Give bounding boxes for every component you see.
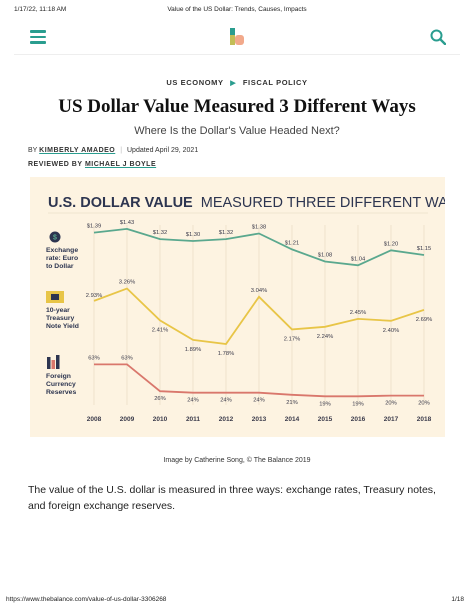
reviewer-link[interactable]: MICHAEL J BOYLE [84, 161, 157, 168]
data-label: $1.30 [186, 232, 201, 238]
series-line [93, 287, 425, 345]
reviewed-prefix: REVIEWED BY [28, 161, 83, 168]
reviewed-by: REVIEWED BY MICHAEL J BOYLE [28, 161, 156, 168]
chart-title-rest: MEASURED THREE DIFFERENT WAYS [201, 195, 445, 211]
search-icon[interactable] [430, 29, 447, 46]
the-balance-logo-icon[interactable] [229, 28, 245, 46]
x-tick-label: 2008 [87, 416, 102, 423]
x-tick-label: 2011 [186, 416, 200, 423]
data-label: 1.89% [185, 347, 201, 353]
x-tick-label: 2010 [153, 416, 168, 423]
data-label: 20% [385, 401, 397, 407]
data-label: $1.32 [153, 230, 168, 236]
data-label: $1.08 [318, 253, 333, 259]
breadcrumb-item-fiscal-policy[interactable]: FISCAL POLICY [242, 78, 308, 87]
series-label: 10-year [46, 307, 70, 314]
data-label: 3.04% [251, 288, 267, 294]
data-label: $1.20 [384, 241, 399, 247]
x-tick-label: 2018 [417, 416, 432, 423]
data-label: 2.69% [416, 317, 432, 323]
article-subtitle: Where Is the Dollar's Value Headed Next? [134, 125, 340, 137]
data-label: 24% [253, 398, 265, 404]
dollar-coin-icon [49, 231, 61, 243]
data-label: 24% [220, 398, 232, 404]
data-label: 3.26% [119, 280, 135, 286]
chart-title: U.S. DOLLAR VALUE MEASURED THREE DIFFERE… [48, 195, 445, 211]
x-tick-label: 2013 [252, 416, 267, 423]
series-label: rate: Euro [46, 255, 78, 262]
nav-divider [14, 54, 460, 55]
data-label: $1.21 [285, 240, 300, 246]
chart-title-bold: U.S. DOLLAR VALUE [48, 195, 193, 211]
byline: BY KIMBERLY AMADEO | Updated April 29, 2… [28, 147, 198, 154]
data-label: 2.93% [86, 293, 102, 299]
data-label: 2.41% [152, 327, 168, 333]
byline-divider: | [120, 147, 123, 154]
print-page-number: 1/18 [451, 596, 464, 603]
x-tick-label: 2017 [384, 416, 399, 423]
print-header: 1/17/22, 11:18 AM Value of the US Dollar… [0, 6, 474, 18]
data-label: 1.78% [218, 351, 234, 357]
data-label: 24% [187, 398, 199, 404]
x-tick-label: 2012 [219, 416, 234, 423]
series-line [94, 363, 424, 398]
data-label: 20% [418, 401, 430, 407]
data-label: 63% [121, 355, 133, 361]
series-label: Treasury [46, 315, 75, 322]
breadcrumb-item-us-economy[interactable]: US ECONOMY [166, 78, 224, 87]
data-label: $1.39 [87, 224, 102, 230]
bar-chart-icon [47, 357, 51, 369]
series-label: to Dollar [46, 263, 74, 270]
data-label: 19% [319, 401, 331, 407]
data-label: $1.15 [417, 246, 432, 252]
series-line [93, 227, 425, 267]
dollar-value-chart: U.S. DOLLAR VALUE MEASURED THREE DIFFERE… [46, 195, 445, 423]
data-label: 2.40% [383, 328, 399, 334]
series-label: Exchange [46, 247, 78, 254]
data-label: 19% [352, 401, 364, 407]
x-tick-label: 2014 [285, 416, 300, 423]
series-label: Reserves [46, 389, 76, 396]
byline-prefix: BY [28, 147, 38, 154]
data-label: 26% [154, 396, 166, 402]
site-navbar [0, 22, 474, 52]
series-label: Currency [46, 381, 76, 388]
x-tick-label: 2016 [351, 416, 366, 423]
bar-chart-icon-bar [56, 355, 60, 369]
data-label: 63% [88, 355, 100, 361]
print-url: https://www.thebalance.com/value-of-us-d… [6, 596, 167, 603]
breadcrumb: US ECONOMY ▶ FISCAL POLICY [0, 78, 474, 87]
print-datetime: 1/17/22, 11:18 AM [14, 6, 67, 13]
data-label: $1.32 [219, 230, 234, 236]
data-label: $1.43 [120, 220, 135, 226]
image-caption: Image by Catherine Song, © The Balance 2… [163, 457, 311, 464]
chart-image: U.S. DOLLAR VALUE MEASURED THREE DIFFERE… [30, 177, 445, 437]
series-label: Foreign [46, 373, 71, 380]
dollar-sign-glyph: $ [53, 235, 57, 242]
treasury-note-center [51, 294, 59, 300]
series-label: Note Yield [46, 323, 79, 330]
x-tick-label: 2009 [120, 416, 135, 423]
bar-chart-icon-bar [51, 360, 55, 369]
data-label: 2.24% [317, 334, 333, 340]
print-doc-title: Value of the US Dollar: Trends, Causes, … [167, 6, 307, 13]
data-label: $1.38 [252, 225, 267, 231]
author-link[interactable]: KIMBERLY AMADEO [39, 147, 116, 154]
data-label: 21% [286, 400, 298, 406]
triangle-right-icon: ▶ [230, 80, 237, 87]
x-tick-label: 2015 [318, 416, 333, 423]
article-body-paragraph: The value of the U.S. dollar is measured… [28, 484, 436, 512]
data-label: 2.45% [350, 310, 366, 316]
page-title: US Dollar Value Measured 3 Different Way… [58, 96, 416, 117]
updated-date: Updated April 29, 2021 [127, 147, 199, 154]
data-label: 2.17% [284, 336, 300, 342]
hamburger-menu-icon[interactable] [30, 30, 46, 44]
data-label: $1.04 [351, 256, 366, 262]
print-footer: https://www.thebalance.com/value-of-us-d… [0, 596, 474, 608]
